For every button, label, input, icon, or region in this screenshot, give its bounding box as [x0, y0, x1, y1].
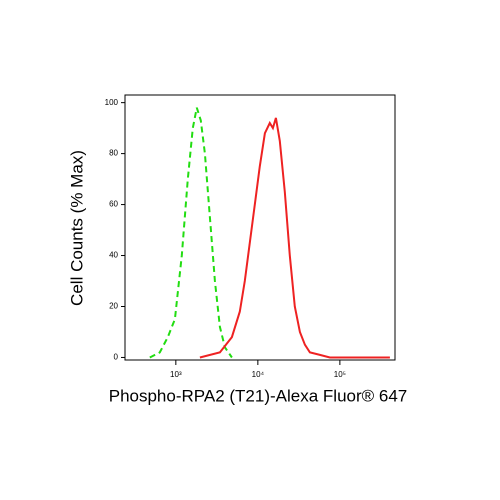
y-tick-label: 20: [109, 302, 118, 311]
y-tick-label: 100: [105, 98, 119, 107]
y-tick-label: 0: [114, 353, 119, 362]
histogram-line: [199, 117, 390, 359]
y-tick-label: 80: [109, 149, 118, 158]
plot-frame: [124, 94, 396, 361]
histogram-line: [149, 107, 233, 359]
x-tick-label: 10⁴: [252, 370, 265, 379]
x-axis-label: Phospho-RPA2 (T21)-Alexa Fluor® 647: [109, 386, 408, 405]
x-tick-label: 10⁵: [334, 370, 346, 379]
y-tick-label: 40: [109, 251, 118, 260]
x-tick-label: 10³: [170, 370, 182, 379]
y-axis-label: Cell Counts (% Max): [67, 150, 86, 306]
y-tick-label: 60: [109, 200, 118, 209]
